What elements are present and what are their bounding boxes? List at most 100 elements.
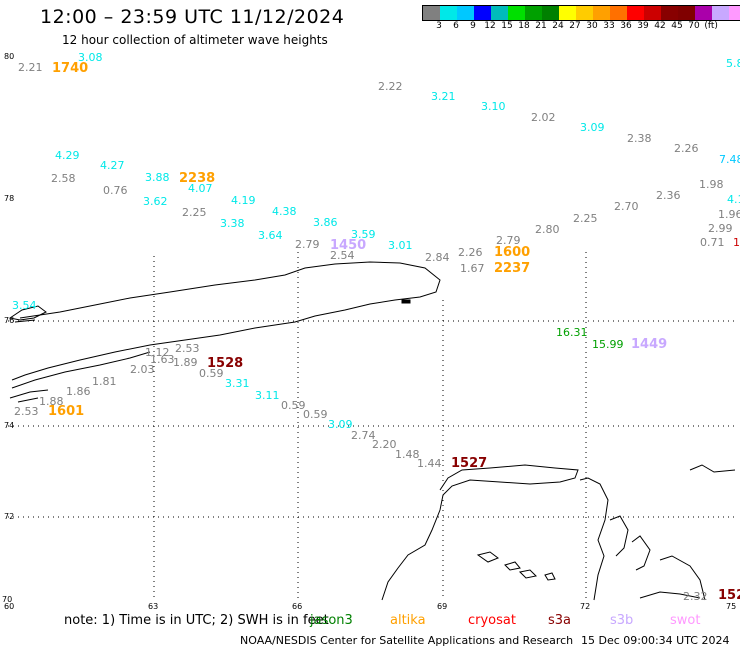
map-title: 12:00 – 23:59 UTC 11/12/2024 [40,6,345,28]
pass-time-label: 1600 [494,245,530,260]
footer-timestamp: 15 Dec 09:00:34 UTC 2024 [581,634,730,647]
legend-s3a: s3a [548,613,572,628]
colorbar-swatch [593,6,610,20]
colorbar-tick-label: 21 [535,21,547,31]
wave-height-value: 1.44 [417,457,442,470]
longitude-label: 69 [437,602,447,611]
latitude-label: 80 [4,52,14,61]
wave-height-value: 3.01 [388,239,413,252]
wave-height-value: 2.79 [496,234,521,247]
map-subtitle: 12 hour collection of altimeter wave hei… [62,33,328,47]
wave-height-value: 1.81 [92,375,117,388]
wave-height-value: 1.89 [173,356,198,369]
colorbar-swatch [423,6,440,20]
legend-jason3: jason3 [310,613,353,628]
colorbar-tick-label: 70 [688,21,700,31]
wave-height-value: 0.59 [281,399,306,412]
legend-altika: altika [390,613,426,628]
colorbar-swatch [508,6,525,20]
wave-height-value: 3.62 [143,195,168,208]
wave-height-value: 1.86 [66,385,91,398]
longitude-label: 66 [292,602,302,611]
wave-height-value: 2.84 [425,251,450,264]
wave-height-value: 2.02 [531,111,556,124]
colorbar-swatch [644,6,661,20]
wave-height-value: 1.96 [718,208,740,221]
colorbar-swatch [559,6,576,20]
wave-height-value: 15.99 [592,338,624,351]
colorbar-tick-label: 42 [654,21,666,31]
wave-height-value: 1.88 [39,395,64,408]
legend-swot: swot [670,613,701,628]
colorbar-tick-label: 24 [552,21,564,31]
colorbar-swatch [474,6,491,20]
colorbar-tick-label: 33 [603,21,615,31]
wave-height-value: 3.10 [481,100,506,113]
legend-s3b: s3b [610,613,634,628]
colorbar-tick-label: 6 [453,21,459,31]
wave-height-value: 3.59 [351,228,376,241]
wave-height-value: 0.76 [103,184,128,197]
wave-height-colorbar [422,5,740,21]
pass-time-label: 1527 [451,456,487,471]
wave-height-value: 2.38 [627,132,652,145]
wave-height-value: 3.21 [431,90,456,103]
pass-time-label: 1528 [207,356,243,371]
longitude-label: 72 [580,602,590,611]
longitude-label: 63 [148,602,158,611]
latitude-label: 72 [4,512,14,521]
latitude-label: 78 [4,194,14,203]
wave-height-value: 2.03 [130,363,155,376]
wave-height-value: 2.22 [378,80,403,93]
colorbar-tick-label: 30 [586,21,598,31]
colorbar-tick-label: 15 [501,21,513,31]
pass-time-label: 1740 [52,61,88,76]
wave-height-value: 2.25 [182,206,207,219]
colorbar-unit-label: (ft) [704,21,718,31]
colorbar-swatch [627,6,644,20]
wave-height-value: 2.58 [51,172,76,185]
wave-height-value: 2.20 [372,438,397,451]
colorbar-swatch [525,6,542,20]
wave-height-value: 3.54 [12,299,37,312]
colorbar-tick-label: 39 [637,21,649,31]
note-text: note: 1) Time is in UTC; 2) SWH is in fe… [64,613,329,628]
wave-height-value: 4.19 [231,194,256,207]
wave-height-value: 1.63 [150,353,175,366]
wave-height-value: 2.79 [295,238,320,251]
wave-height-value: 3.09 [580,121,605,134]
colorbar-tick-label: 3 [436,21,442,31]
colorbar-tick-label: 18 [518,21,530,31]
wave-height-value: 1.98 [699,178,724,191]
latitude-label: 76 [4,316,14,325]
wave-height-value: 2.99 [708,222,733,235]
legend-cryosat: cryosat [468,613,516,628]
latitude-label: 70 [2,595,12,604]
wave-height-value: 4.1 [727,193,740,206]
wave-height-value: 3.88 [145,171,170,184]
wave-height-value: 5.8 [726,57,740,70]
wave-height-value: 2.53 [175,342,200,355]
colorbar-swatch [729,6,740,20]
wave-height-value: 2.36 [656,189,681,202]
pass-time-label: 2238 [179,171,215,186]
wave-height-value: 0.71 [700,236,725,249]
wave-height-value: 4.07 [188,182,213,195]
colorbar-swatch [457,6,474,20]
wave-height-value: 3.09 [328,418,353,431]
wave-height-value: 3.38 [220,217,245,230]
pass-time-label: 1449 [631,337,667,352]
wave-height-value: 2.26 [458,246,483,259]
pass-time-label: 1601 [48,404,84,419]
wave-height-value: 2.80 [535,223,560,236]
colorbar-swatch [661,6,678,20]
wave-height-value: 3.11 [255,389,280,402]
wave-height-value: 2.70 [614,200,639,213]
wave-height-value: 3.31 [225,377,250,390]
coastlines [8,261,736,601]
longitude-label: 60 [4,602,14,611]
colorbar-swatch [576,6,593,20]
wave-height-value: 1.48 [395,448,420,461]
